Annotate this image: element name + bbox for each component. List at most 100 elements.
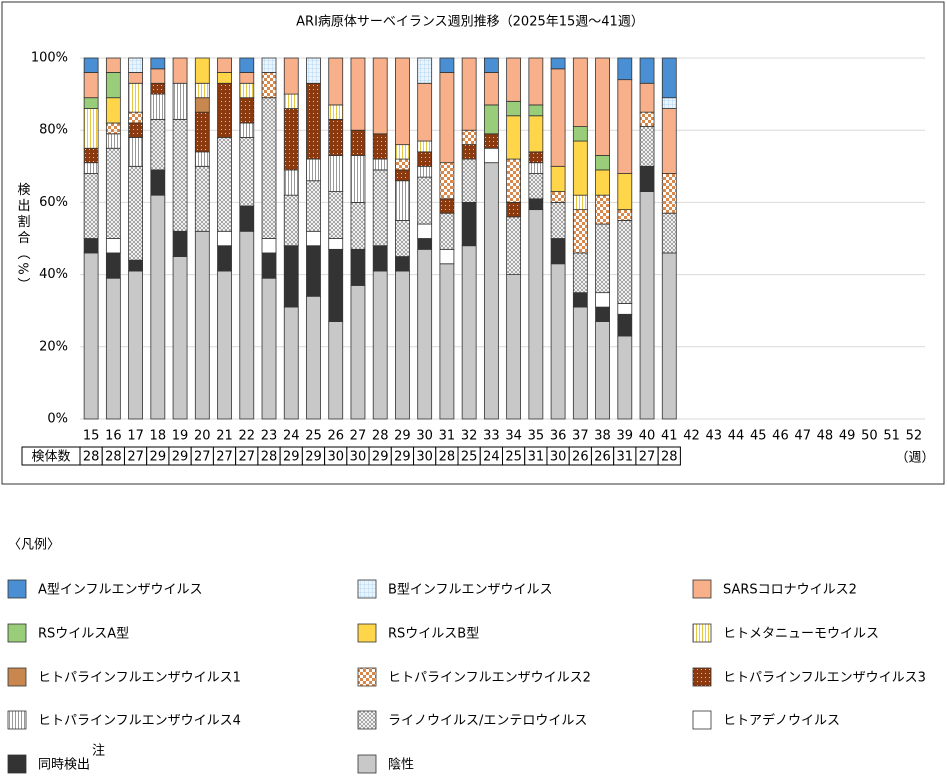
bar-segment [306,230,321,247]
bar-segment [283,306,299,420]
bar-segment [172,82,188,120]
sample-count: 30 [416,450,433,465]
bar-segment [328,191,344,239]
x-tick-label: 31 [439,429,456,444]
bar-segment [372,169,388,247]
sample-count: 26 [594,450,611,465]
bar-segment [417,151,433,167]
bar-segment [217,270,232,420]
bar-segment [550,165,566,192]
bar-segment [595,169,610,196]
bar-segment [194,82,210,99]
bar-segment [417,223,433,239]
bar-segment [350,155,366,203]
bar-segment [395,270,410,420]
bar-segment [528,104,544,117]
bar-segment [617,220,633,304]
bar-segment [261,72,277,99]
bar-segment [372,158,388,171]
legend-label: ヒトパラインフルエンザウイルス4 [38,714,241,729]
bar-segment [83,97,99,109]
bar-segment [128,82,143,113]
legend-label: ヒトメタニューモウイルス [723,627,879,642]
x-tick-label: 26 [327,429,344,444]
legend-swatch [7,710,27,730]
bar-segment [283,108,299,171]
y-tick-label: 0% [47,412,68,427]
bar-segment [395,220,410,257]
legend-label: A型インフルエンザウイルス [38,583,203,598]
legend-label: 陰性 [388,758,414,773]
bar-segment [417,176,433,225]
bar-segment [528,173,544,200]
legend-swatch [7,623,27,643]
bar-segment [150,118,166,171]
bar-segment [283,169,299,196]
y-tick-label: 20% [39,339,68,354]
bar-segment [595,57,610,156]
bar-segment [461,144,477,160]
sample-count: 29 [283,450,300,465]
bar-segment [350,248,366,286]
bar-segment [417,165,433,178]
x-tick-label: 47 [794,429,811,444]
bar-segment [194,97,210,113]
legend-swatch [692,623,712,643]
bar-segment [328,57,344,106]
legend-swatch [7,754,27,774]
bar-segment [661,57,677,99]
bar-segment [128,111,143,124]
bar-segment [461,245,477,420]
x-tick-label: 42 [683,429,700,444]
sample-count: 27 [216,450,233,465]
bar-segment [150,57,166,70]
bar-segment [83,252,99,420]
bar-segment [283,245,299,308]
bar-segment [105,72,121,99]
bar-segment [239,57,255,73]
bar-segment [328,238,344,250]
x-tick-label: 35 [528,429,545,444]
bar-segment [528,151,544,164]
sample-count: 29 [394,450,411,465]
sample-count: 28 [261,450,278,465]
bar-segment [439,263,455,420]
bar-segment [417,57,433,84]
sample-count: 25 [505,450,522,465]
bar-segment [439,248,455,265]
bar-segment [105,133,121,149]
bar-segment [194,111,210,153]
bar-segment [661,212,677,254]
bar-segment [194,57,210,84]
x-tick-label: 23 [261,429,278,444]
bar-segment [461,158,477,203]
bar-segment [417,238,433,250]
sample-count: 31 [617,450,634,465]
bar-segment [217,72,232,84]
bar-segment [105,122,121,135]
bar-segment [550,68,566,167]
bar-segment [639,191,655,420]
x-tick-label: 30 [416,429,433,444]
x-tick-label: 39 [617,429,634,444]
bar-segment [528,209,544,420]
bar-segment [350,201,366,250]
bar-segment [550,263,566,420]
bar-segment [83,238,99,254]
bar-segment [306,245,321,297]
bar-segment [239,230,255,420]
sample-count: 27 [239,450,256,465]
bar-segment [105,97,121,124]
legend-swatch [357,623,377,643]
bar-segment [150,169,166,196]
bar-segment [483,72,499,106]
bar-segment [506,201,522,218]
bar-segment [150,82,166,95]
legend-swatch [357,667,377,687]
x-tick-label: 21 [216,429,233,444]
bar-segment [372,133,388,160]
legend-label: RSウイルスA型 [38,627,129,642]
bar-segment [128,165,143,261]
legend-label: ライノウイルス/エンテロウイルス [388,714,587,729]
bar-segment [217,245,232,272]
